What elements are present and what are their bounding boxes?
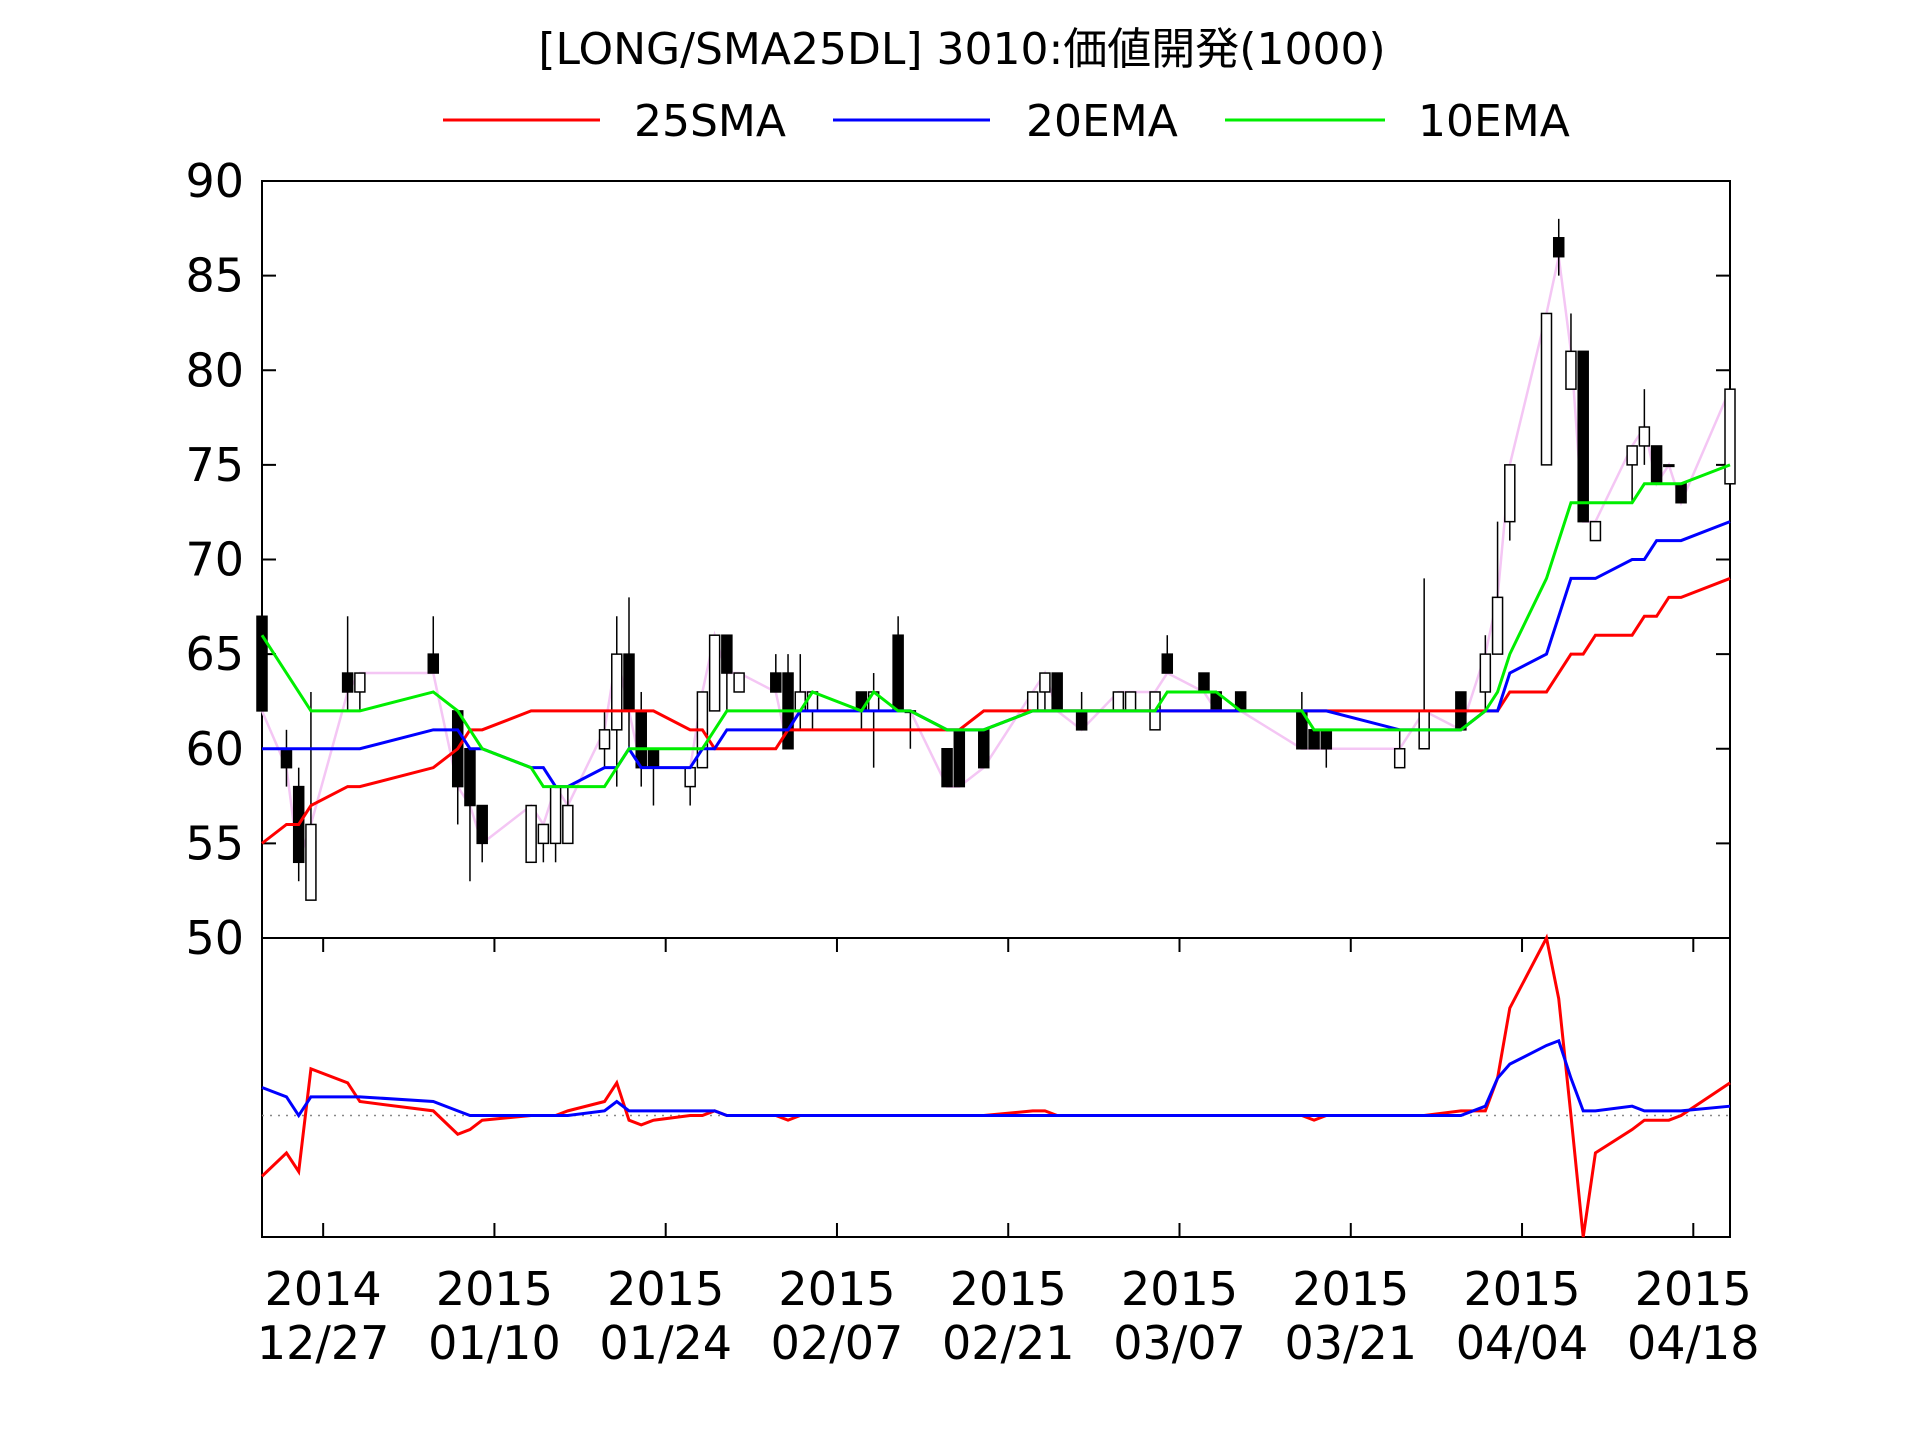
y-tick-label: 55 [185, 816, 244, 870]
x-tick-label: 2015 [436, 1262, 553, 1316]
y-tick-label: 65 [185, 627, 244, 681]
candle-body [537, 823, 550, 845]
candle-body [427, 653, 440, 674]
candle-body [1124, 691, 1137, 712]
candle-body [476, 804, 488, 845]
x-tick-label: 01/10 [428, 1316, 561, 1370]
candle-body [562, 804, 574, 845]
candle-body [1308, 729, 1320, 750]
candle-body [1626, 445, 1638, 466]
candle-body [1650, 445, 1663, 485]
candle-body [1663, 464, 1675, 468]
candle-body [1577, 350, 1589, 523]
candle-body [1491, 596, 1504, 655]
legend-label: 25SMA [634, 96, 786, 147]
candle-body [1552, 237, 1565, 258]
legend-label: 20EMA [1026, 96, 1178, 147]
candle-body [635, 710, 647, 769]
candle-body [1565, 350, 1577, 390]
candle-body [598, 729, 611, 750]
candle-body [1393, 748, 1406, 769]
x-tick-label: 03/21 [1284, 1316, 1417, 1370]
y-tick-label: 85 [185, 249, 244, 303]
candle-body [464, 748, 476, 807]
x-tick-label: 2015 [1635, 1262, 1752, 1316]
candle-body [941, 748, 953, 788]
candle-body [256, 615, 268, 712]
x-tick-label: 2015 [607, 1262, 724, 1316]
candle-body [1026, 691, 1039, 712]
x-tick-label: 2015 [1292, 1262, 1409, 1316]
candle-body [684, 766, 696, 788]
candle-body [1479, 653, 1492, 693]
candle-body [305, 823, 317, 901]
candle-body [770, 672, 782, 693]
legend-label: 10EMA [1418, 96, 1570, 147]
x-tick-label: 01/24 [599, 1316, 732, 1370]
candle-body [623, 653, 635, 712]
x-tick-label: 2015 [1121, 1262, 1238, 1316]
x-tick-label: 04/18 [1627, 1316, 1760, 1370]
x-tick-label: 03/07 [1113, 1316, 1246, 1370]
y-tick-label: 50 [185, 911, 244, 965]
candle-body [1589, 520, 1602, 542]
candle-body [1051, 672, 1063, 712]
y-tick-label: 70 [185, 533, 244, 587]
x-tick-label: 2015 [778, 1262, 895, 1316]
candle-body [1112, 691, 1125, 712]
candle-body [354, 672, 366, 693]
series-line [260, 463, 1731, 789]
chart-title: [LONG/SMA25DL] 3010:価値開発(1000) [538, 24, 1385, 75]
candle-body [1504, 464, 1516, 523]
x-tick-label: 12/27 [257, 1316, 390, 1370]
x-tick-label: 2015 [950, 1262, 1067, 1316]
close-line [260, 256, 1732, 863]
candle-body [1161, 653, 1174, 674]
x-tick-label: 02/21 [942, 1316, 1075, 1370]
candle-body [1638, 426, 1651, 447]
y-tick-label: 80 [185, 343, 244, 397]
candle-body [1039, 672, 1051, 693]
x-tick-label: 04/04 [1456, 1316, 1589, 1370]
candle-body [1540, 312, 1553, 466]
candle-body [721, 634, 733, 674]
y-tick-label: 75 [185, 438, 244, 492]
candle-body [733, 672, 745, 693]
x-tick-label: 02/07 [771, 1316, 904, 1370]
candle-body [892, 634, 904, 712]
candle-body [953, 729, 966, 788]
candle-body [611, 653, 623, 731]
candle-body [1198, 672, 1210, 693]
candle-body [647, 748, 660, 769]
y-tick-label: 90 [185, 154, 244, 208]
y-tick-label: 60 [185, 722, 244, 776]
x-tick-label: 2014 [265, 1262, 382, 1316]
candle-body [280, 748, 293, 769]
candle-body [708, 634, 721, 712]
candle-body [525, 804, 537, 864]
candle-body [1075, 710, 1088, 731]
candle-body [978, 729, 990, 769]
candle-body [1320, 729, 1333, 750]
candle-body [1675, 483, 1687, 504]
x-tick-label: 2015 [1463, 1262, 1580, 1316]
candle-body [341, 672, 354, 693]
indicator-line [261, 1038, 1731, 1119]
candle-body [1724, 388, 1736, 485]
candle-body [549, 785, 562, 845]
